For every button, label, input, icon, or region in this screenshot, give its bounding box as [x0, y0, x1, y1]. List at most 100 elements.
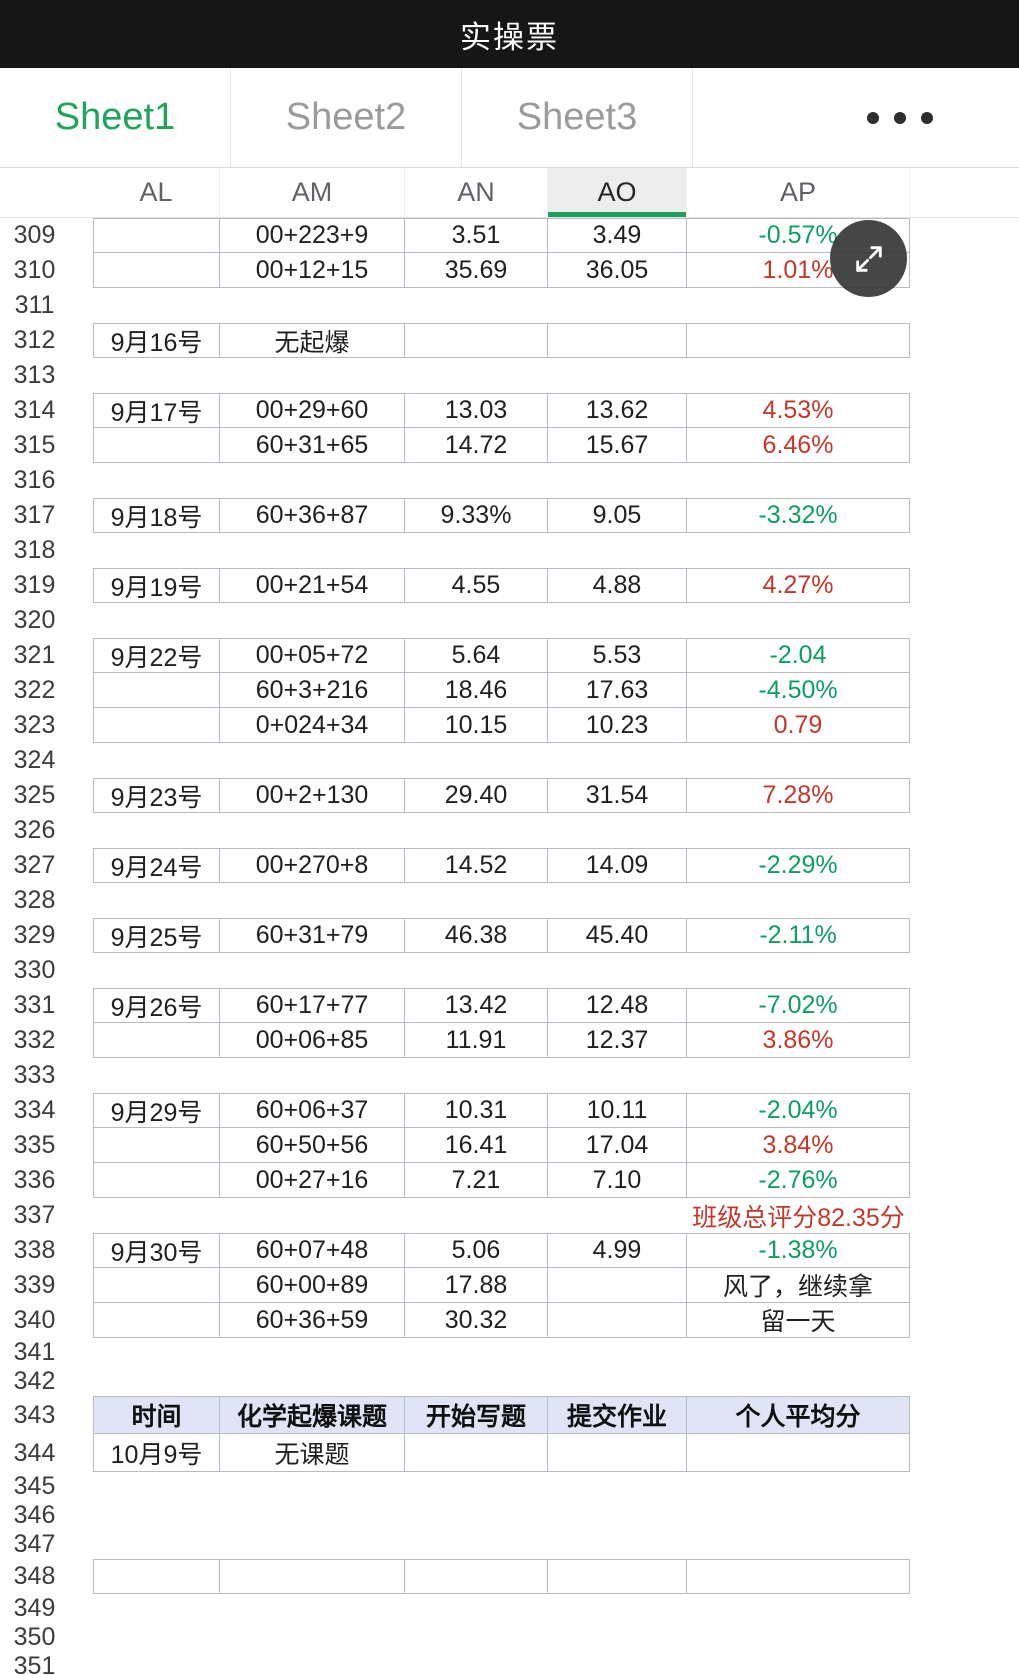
cell[interactable]: -4.50% [687, 673, 910, 708]
row-number[interactable]: 341 [13, 1338, 56, 1366]
cell[interactable]: 60+17+77 [220, 988, 405, 1023]
cell[interactable]: 3.49 [548, 218, 687, 253]
row-number[interactable]: 344 [13, 1438, 56, 1467]
cell[interactable]: 46.38 [405, 918, 548, 953]
cell[interactable]: 29.40 [405, 778, 548, 813]
cell[interactable]: 10.11 [548, 1093, 687, 1128]
cell[interactable] [405, 813, 548, 848]
cell[interactable] [93, 1652, 220, 1675]
cell[interactable]: -2.04 [687, 638, 910, 673]
cell[interactable]: 16.41 [405, 1128, 548, 1163]
cell[interactable] [93, 883, 220, 918]
cell[interactable]: 00+27+16 [220, 1163, 405, 1198]
cell[interactable]: 化学起爆课题 [220, 1396, 405, 1434]
cell[interactable] [220, 1198, 405, 1233]
row-number[interactable]: 349 [13, 1594, 56, 1622]
cell[interactable] [405, 1058, 548, 1093]
cell[interactable]: -3.32% [687, 498, 910, 533]
cell[interactable]: -2.76% [687, 1163, 910, 1198]
cell[interactable]: 班级总评分82.35分 [692, 1203, 905, 1232]
cell[interactable] [405, 1594, 548, 1623]
cell[interactable] [220, 883, 405, 918]
cell[interactable]: 9月23号 [93, 778, 220, 813]
cell[interactable] [548, 1338, 687, 1367]
cell[interactable] [548, 1472, 687, 1501]
cell[interactable]: 4.53% [687, 393, 910, 428]
row-number[interactable]: 310 [13, 256, 56, 284]
cell[interactable] [93, 603, 220, 638]
cell[interactable] [687, 1472, 910, 1501]
cell[interactable]: 10.23 [548, 708, 687, 743]
cell[interactable]: 14.52 [405, 848, 548, 883]
cell[interactable]: 31.54 [548, 778, 687, 813]
cell[interactable]: 4.27% [687, 568, 910, 603]
cell[interactable] [548, 1367, 687, 1396]
cell[interactable] [687, 463, 910, 498]
cell[interactable]: 0+024+34 [220, 708, 405, 743]
cell[interactable] [405, 603, 548, 638]
cell[interactable]: 9月16号 [93, 323, 220, 358]
cell[interactable] [220, 533, 405, 568]
row-number[interactable]: 332 [13, 1026, 56, 1054]
cell[interactable]: 风了，继续拿 [687, 1268, 910, 1303]
cell[interactable] [405, 1367, 548, 1396]
cell[interactable] [405, 1652, 548, 1675]
row-number[interactable]: 311 [14, 291, 55, 319]
cell[interactable] [548, 813, 687, 848]
more-menu-icon[interactable] [693, 68, 1019, 167]
cell[interactable] [687, 1501, 910, 1530]
row-number[interactable]: 331 [13, 991, 56, 1019]
cell[interactable] [687, 1623, 910, 1652]
cell[interactable]: 4.88 [548, 568, 687, 603]
cell[interactable] [548, 288, 687, 323]
cell[interactable]: -7.02% [687, 988, 910, 1023]
cell[interactable]: -2.29% [687, 848, 910, 883]
cell[interactable]: 15.67 [548, 428, 687, 463]
cell[interactable] [687, 1434, 910, 1472]
cell[interactable]: 00+2+130 [220, 778, 405, 813]
cell[interactable] [548, 323, 687, 358]
cell[interactable] [548, 883, 687, 918]
row-number[interactable]: 327 [13, 851, 56, 879]
cell[interactable]: 9月26号 [93, 988, 220, 1023]
cell[interactable] [220, 743, 405, 778]
row-number[interactable]: 335 [13, 1131, 56, 1159]
cell[interactable] [548, 1303, 687, 1338]
cell[interactable]: 留一天 [687, 1303, 910, 1338]
row-number[interactable]: 313 [13, 361, 56, 389]
cell[interactable]: 3.51 [405, 218, 548, 253]
cell[interactable] [687, 533, 910, 568]
cell[interactable]: 12.48 [548, 988, 687, 1023]
cell[interactable]: 00+29+60 [220, 393, 405, 428]
cell[interactable] [93, 1268, 220, 1303]
cell[interactable] [548, 1198, 687, 1233]
row-number[interactable]: 343 [13, 1400, 56, 1429]
cell[interactable]: 13.62 [548, 393, 687, 428]
row-number[interactable]: 317 [13, 501, 56, 529]
cell[interactable]: 36.05 [548, 253, 687, 288]
cell[interactable] [93, 1163, 220, 1198]
cell[interactable]: 个人平均分 [687, 1396, 910, 1434]
cell[interactable]: 18.46 [405, 673, 548, 708]
cell[interactable] [93, 673, 220, 708]
cell[interactable] [405, 1472, 548, 1501]
row-number[interactable]: 345 [13, 1472, 56, 1500]
cell[interactable] [220, 1501, 405, 1530]
row-number[interactable]: 339 [13, 1271, 56, 1299]
row-number[interactable]: 321 [13, 641, 56, 669]
cell[interactable]: 9月18号 [93, 498, 220, 533]
cell[interactable] [687, 1594, 910, 1623]
cell[interactable]: 00+06+85 [220, 1023, 405, 1058]
cell[interactable]: -2.11% [687, 918, 910, 953]
cell[interactable] [687, 1367, 910, 1396]
cell[interactable]: -1.38% [687, 1233, 910, 1268]
cell[interactable]: 9月25号 [93, 918, 220, 953]
cell[interactable] [93, 1501, 220, 1530]
cell[interactable] [220, 1594, 405, 1623]
cell[interactable] [405, 1434, 548, 1472]
cell[interactable] [405, 463, 548, 498]
cell[interactable] [93, 218, 220, 253]
cell[interactable] [405, 1198, 548, 1233]
cell[interactable] [220, 1623, 405, 1652]
cell[interactable] [93, 1338, 220, 1367]
